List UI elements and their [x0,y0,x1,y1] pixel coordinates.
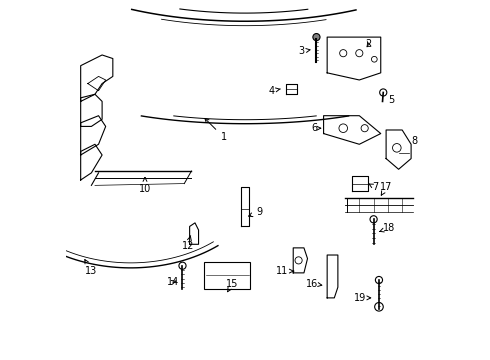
Text: 10: 10 [139,177,151,194]
Text: 5: 5 [388,95,394,105]
FancyBboxPatch shape [204,262,250,289]
Text: 7: 7 [369,182,378,192]
Text: 17: 17 [380,182,392,195]
Text: 13: 13 [85,260,98,276]
Text: 9: 9 [248,207,262,217]
Text: 19: 19 [354,293,371,303]
Text: 16: 16 [306,279,322,289]
Text: 6: 6 [312,123,321,133]
Text: 14: 14 [168,277,180,287]
Text: 1: 1 [205,118,227,142]
Circle shape [313,33,320,41]
Text: 3: 3 [298,46,310,57]
Text: 2: 2 [365,39,371,49]
Text: 15: 15 [226,279,239,292]
Text: 11: 11 [275,266,294,276]
Text: 12: 12 [182,235,194,251]
Text: 8: 8 [411,136,417,146]
Text: 18: 18 [380,223,395,233]
Text: 4: 4 [269,86,280,96]
